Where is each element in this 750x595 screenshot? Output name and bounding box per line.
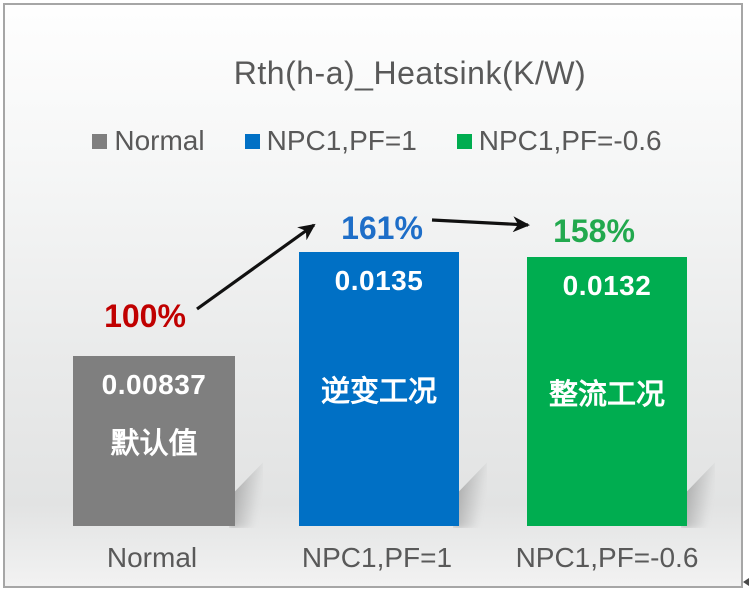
bar-npc1-pf1: 0.0135 逆变工况 xyxy=(299,252,459,526)
percent-label-158: 158% xyxy=(553,213,635,249)
legend-item-npc1-pfneg06: NPC1,PF=-0.6 xyxy=(456,125,662,157)
x-axis-label-normal: Normal xyxy=(106,542,198,573)
bar-normal: 0.00837 默认值 xyxy=(73,356,235,526)
legend-swatch-normal-icon xyxy=(92,133,108,149)
resize-marker-icon xyxy=(743,578,749,586)
bar-annotation: 逆变工况 xyxy=(320,376,437,408)
percent-label-100: 100% xyxy=(104,298,186,334)
bar-value-label: 0.00837 xyxy=(101,369,207,400)
x-axis-label-npc1-pf1: NPC1,PF=1 xyxy=(301,542,453,573)
chart-frame: Rth(h-a)_Heatsink(K/W) Normal NPC1,PF=1 … xyxy=(3,3,743,588)
bar-value-label: 0.0132 xyxy=(562,270,652,301)
bar-npc1-pfneg06: 0.0132 整流工况 xyxy=(527,257,687,526)
legend: Normal NPC1,PF=1 NPC1,PF=-0.6 xyxy=(5,125,749,157)
legend-item-normal: Normal xyxy=(92,125,205,157)
bar-value-label: 0.0135 xyxy=(334,265,424,296)
bar-annotation: 整流工况 xyxy=(548,378,665,411)
legend-item-npc1-pf1: NPC1,PF=1 xyxy=(244,125,417,157)
percent-label-161: 161% xyxy=(341,210,423,246)
bar-annotation: 默认值 xyxy=(110,428,198,460)
legend-swatch-npc1-pf1-icon xyxy=(244,133,260,149)
legend-label-normal: Normal xyxy=(114,125,205,156)
legend-swatch-npc1-pfneg06-icon xyxy=(456,133,472,149)
legend-label-npc1-pfneg06: NPC1,PF=-0.6 xyxy=(478,125,662,156)
x-axis-label-npc1-pfneg06: NPC1,PF=-0.6 xyxy=(515,542,699,573)
legend-label-npc1-pf1: NPC1,PF=1 xyxy=(266,125,417,156)
chart-title: Rth(h-a)_Heatsink(K/W) xyxy=(233,55,587,91)
